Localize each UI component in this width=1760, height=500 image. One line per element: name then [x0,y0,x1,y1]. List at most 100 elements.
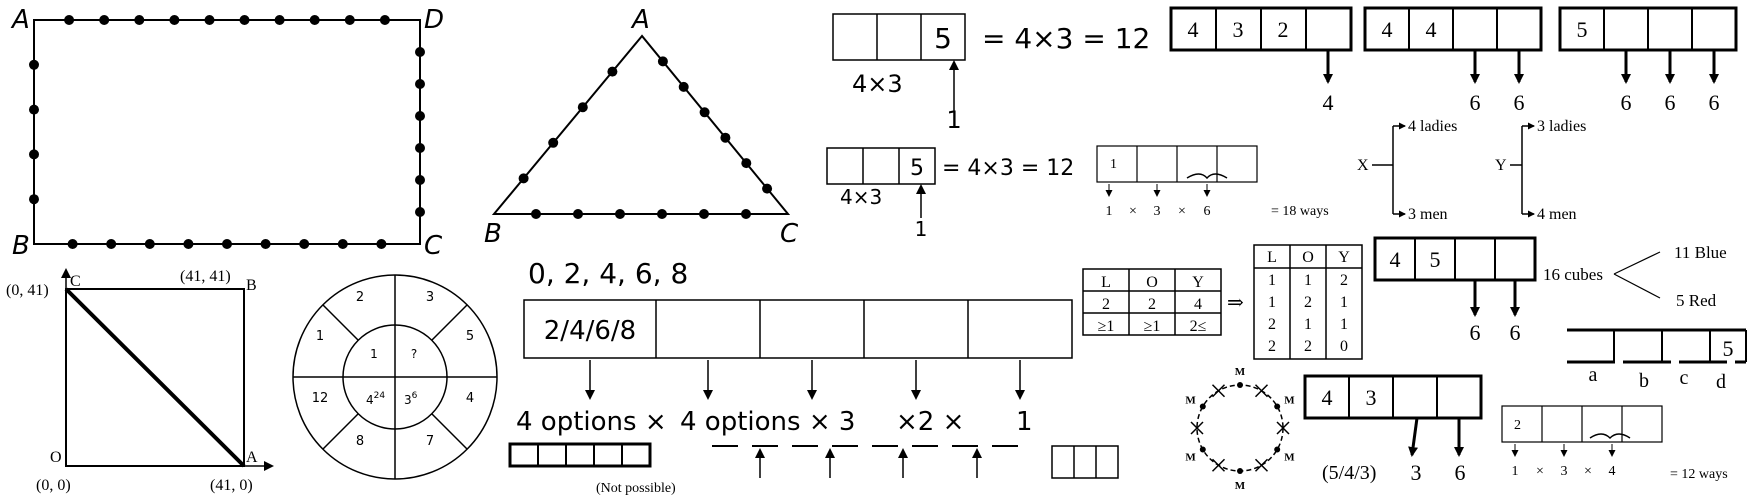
box-equation-top: 5 = 4×3 = 12 4×3 1 [832,13,1150,134]
rectangle-figure: A D B C [10,5,444,261]
seat-dot [1199,403,1206,410]
seat-dot [1237,468,1243,474]
cross-icon [1254,384,1269,398]
rect-dot [204,15,215,25]
box-value: 5 [934,22,952,55]
branch-line [1613,273,1661,299]
cross-icon [1276,421,1290,435]
not-possible-note: (Not possible) [596,481,676,496]
rect-label-b: B [12,231,30,261]
table-cell: 2 [1304,338,1312,355]
triangle-dot [518,173,529,184]
dartboard-inner-value: 36 [404,391,418,407]
rect-dot [183,239,194,249]
triangle-dot [678,81,689,92]
square-graph: C (0, 41) (41, 41) B O (0, 0) A (41, 0) [6,268,274,494]
ways-12: 2 1 × 3 × 4 = 12 ways [1501,405,1728,482]
answer-boxes [832,13,966,61]
rect-dot [29,59,39,70]
rect-label-a: A [10,5,30,35]
dartboard-diagonal [431,304,468,341]
circle-arrangement: M M M M M M [1185,366,1295,492]
seat-label-m: M [1284,395,1295,407]
cubes-total: 16 cubes [1543,265,1603,284]
cubes-figure: 16 cubes 11 Blue 5 Red [1543,243,1727,310]
box-value: 2/4/6/8 [544,316,636,346]
arrow-label: 6 [1709,90,1720,115]
loy-table-big: L O Y 1 1 2 1 2 1 2 1 1 2 2 0 [1253,244,1363,360]
row-item: 3 [1154,204,1161,219]
seat-label-m: M [1185,452,1196,464]
slot-letter: b [1639,370,1649,392]
box-value: 3 [1366,385,1377,410]
table-cell: 2 [1148,296,1156,313]
rect-dot [64,15,75,25]
rectangle-dots [29,15,425,249]
result-text: = 18 ways [1271,204,1329,219]
triangle-dot [615,209,625,219]
down-arrow [1408,417,1419,457]
arrow-label: 1 [915,217,928,241]
triangle-outline [491,34,791,215]
rect-dot [260,239,271,249]
table-cell: 2≤ [1190,318,1207,335]
rect-dot [344,15,355,25]
dartboard-diagonal [431,413,468,450]
row-item: 3 [1561,464,1568,479]
arrow-label: 6 [1470,90,1481,115]
arrow-label: 6 [1514,90,1525,115]
answer-boxes [826,147,936,185]
tree-y: Y 3 ladies 4 men [1495,118,1586,223]
dartboard-inner-value: ? [411,347,417,361]
cross-icon [1211,384,1226,398]
boxes-caption: (5/4/3) [1322,462,1376,484]
box-value: 5 [1430,247,1441,272]
table-cell: 2 [1268,316,1276,333]
seat-dot [1274,403,1281,410]
rect-dot [239,15,250,25]
branch-line [1613,251,1661,275]
below-label: 4×3 [852,70,903,98]
equation-text: = 4×3 = 12 [982,22,1150,55]
table-cell: ≥1 [1144,318,1161,335]
seat-dot [1274,446,1281,453]
seat-label-m: M [1284,452,1295,464]
row-item: × [1129,204,1137,219]
digits-heading: 0, 2, 4, 6, 8 [528,257,688,290]
dartboard-diagonal [322,413,359,450]
cross-icon [1211,458,1226,472]
rect-dot [29,104,39,115]
square-coord-b: (41, 41) [180,268,231,285]
tri-label-a: A [630,5,650,35]
dartboard-outer-value: 2 [356,290,364,305]
square-label-a: A [246,449,258,466]
rect-dot [415,47,425,57]
seat-dot [1237,382,1243,388]
square-diagonal [64,287,246,468]
ways-18: 1 1 × 3 × 6 = 18 ways [1096,145,1329,219]
boxes-43: 4 3 (5/4/3) 3 6 [1303,374,1483,485]
rect-dot [274,15,285,25]
box-value: 4 [1390,247,1401,272]
triangle-figure: A B C [484,5,799,249]
triangle-dot [762,183,773,194]
dartboard-inner-value: 424 [366,391,385,407]
table-header: Y [1192,274,1204,291]
square-coord-a: (41, 0) [210,477,253,494]
brace-icon [1589,433,1631,440]
rect-dot [99,15,110,25]
arrow-label: 3 [1411,460,1422,485]
brace-icon [1186,173,1228,180]
table-outline [1253,244,1363,360]
table-cell: 1 [1304,316,1312,333]
rect-dot [106,239,117,249]
triangle-dot [531,209,541,219]
seat-label-m: M [1185,395,1196,407]
boxes-44: 4 4 6 6 [1363,6,1543,115]
slot-letter: d [1716,371,1726,393]
table-cell: 1 [1304,272,1312,289]
cubes-blue: 11 Blue [1674,243,1727,262]
table-cell: 1 [1268,272,1276,289]
abcd-figure: 5 a b c d [1567,328,1747,393]
implies-arrow: ⇒ [1227,292,1244,314]
